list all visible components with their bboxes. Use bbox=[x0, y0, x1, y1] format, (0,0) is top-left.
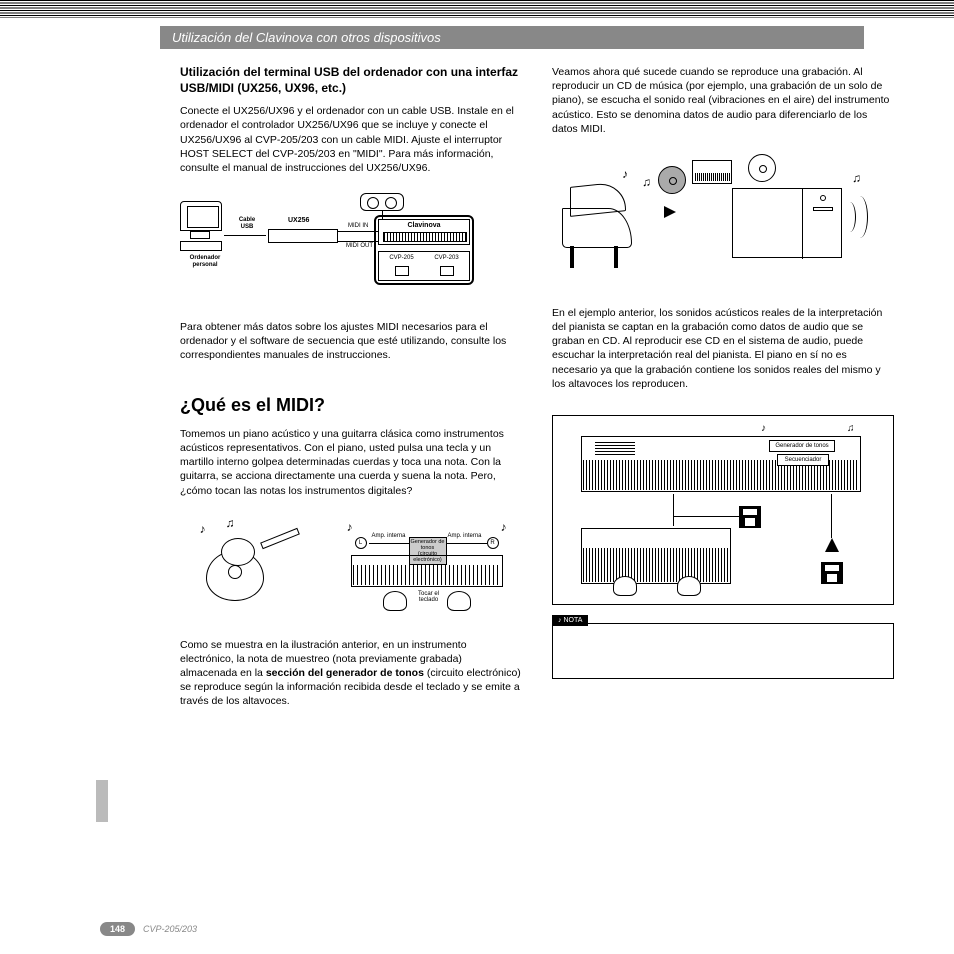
cd-disc-icon-2 bbox=[748, 154, 776, 182]
speaker-controls-icon bbox=[805, 189, 841, 259]
note-icon: ♫ bbox=[642, 174, 651, 190]
left-column: Utilización del terminal USB del ordenad… bbox=[180, 65, 522, 719]
acoustic-vs-digital-diagram: ♪ ♫ ♪ ♪ L R Amp. interna Amp. interna Ge… bbox=[180, 510, 522, 620]
tocar-label: Tocar el teclado bbox=[411, 591, 447, 603]
right-column: Veamos ahora qué sucede cuando se reprod… bbox=[552, 65, 894, 719]
connect-line-h bbox=[673, 516, 739, 517]
midi-paragraph-2: Como se muestra en la ilustración anteri… bbox=[180, 638, 522, 709]
knob-icon bbox=[820, 195, 826, 201]
note-icon: ♫ bbox=[847, 422, 855, 436]
sound-wave-icon bbox=[852, 196, 868, 238]
hand-icon bbox=[677, 576, 701, 596]
top-stripe-decoration bbox=[0, 0, 954, 18]
ux256-box bbox=[268, 229, 338, 243]
midi-out-label: MIDI OUT bbox=[346, 243, 373, 250]
amp-r-label: Amp. interna bbox=[447, 533, 483, 539]
nota-text: NOTA bbox=[563, 617, 582, 624]
note-tab-label: ♪ NOTA bbox=[552, 615, 588, 626]
usb-connection-diagram: Ordenador personal Cable USB UX256 MIDI … bbox=[180, 187, 522, 302]
cvp203-label: CVP-203 bbox=[434, 254, 458, 262]
keyboard-keys-icon bbox=[353, 565, 501, 585]
cable-usb-label: Cable USB bbox=[232, 217, 262, 230]
floppy-icon bbox=[739, 506, 761, 528]
cd-disc-icon bbox=[658, 166, 686, 194]
note-callout-box: ♪ NOTA bbox=[552, 623, 894, 679]
midi-paragraph-1: Tomemos un piano acústico y una guitarra… bbox=[180, 427, 522, 498]
sequencer-label-box: Secuenciador bbox=[777, 454, 829, 467]
piano-body-icon bbox=[562, 208, 632, 248]
p4-b-bold: sección del generador de tonos bbox=[266, 667, 424, 679]
midi-in-label: MIDI IN bbox=[348, 223, 368, 230]
footer-model-label: CVP-205/203 bbox=[143, 924, 197, 934]
piano-leg-icon bbox=[570, 246, 574, 268]
up-arrow-icon bbox=[825, 538, 839, 552]
hand-icon bbox=[383, 591, 407, 611]
section-header-title: Utilización del Clavinova con otros disp… bbox=[172, 30, 441, 45]
midi-cable-2 bbox=[338, 241, 378, 242]
pc-monitor-base bbox=[190, 231, 210, 239]
speaker-body-icon bbox=[733, 189, 803, 259]
grand-piano-icon bbox=[562, 188, 642, 258]
usb-heading: Utilización del terminal USB del ordenad… bbox=[180, 65, 522, 96]
midi-cable-1 bbox=[338, 231, 378, 232]
page-number-badge: 148 bbox=[100, 922, 135, 936]
score-icon bbox=[595, 442, 635, 456]
amp-line-r bbox=[447, 543, 487, 544]
connect-line bbox=[673, 494, 674, 526]
usb-paragraph-1: Conecte el UX256/UX96 y el ordenador con… bbox=[180, 104, 522, 175]
pc-label: Ordenador personal bbox=[180, 255, 230, 268]
hand-icon bbox=[613, 576, 637, 596]
amp-line-l bbox=[369, 543, 409, 544]
note-icon: ♪ bbox=[347, 519, 353, 535]
clavinova-box: Clavinova bbox=[378, 219, 470, 245]
page-content: Utilización del terminal USB del ordenad… bbox=[0, 49, 954, 719]
audio-recording-diagram: ♪ ♫ ♫ bbox=[552, 148, 894, 288]
section-header: Utilización del Clavinova con otros disp… bbox=[160, 26, 864, 49]
speaker-l-icon: L bbox=[355, 537, 367, 549]
digital-playback-diagram: Generador de tonos Secuenciador ♪ ♫ bbox=[552, 415, 894, 605]
note-icon: ♪ bbox=[761, 422, 766, 436]
usb-paragraph-2: Para obtener más datos sobre los ajustes… bbox=[180, 320, 522, 363]
model-selector-box: CVP-205 CVP-203 bbox=[378, 251, 470, 281]
pc-keyboard-icon bbox=[180, 241, 222, 251]
note-icon: ♪ bbox=[622, 166, 628, 182]
arrow-right-icon bbox=[664, 206, 676, 218]
piano-leg-icon bbox=[614, 246, 618, 268]
note-icon: ♫ bbox=[226, 515, 235, 531]
ux256-label: UX256 bbox=[288, 217, 309, 225]
speaker-system-icon bbox=[732, 188, 842, 258]
guitar-hole-icon bbox=[228, 565, 242, 579]
midi-heading: ¿Qué es el MIDI? bbox=[180, 393, 522, 417]
amp-l-label: Amp. interna bbox=[371, 533, 407, 539]
audio-paragraph-1: Veamos ahora qué sucede cuando se reprod… bbox=[552, 65, 894, 136]
note-icon: ♪ bbox=[200, 521, 206, 537]
guitar-illustration: ♪ ♫ bbox=[196, 515, 316, 615]
audio-paragraph-2: En el ejemplo anterior, los sonidos acús… bbox=[552, 306, 894, 391]
midi-ports-icon bbox=[360, 193, 404, 211]
note-icon: ♪ bbox=[501, 519, 507, 535]
usb-cable-line bbox=[224, 235, 266, 236]
mini-piano-icon bbox=[692, 160, 732, 184]
clavinova-label: Clavinova bbox=[379, 221, 469, 230]
clavinova-keys-icon bbox=[383, 232, 467, 242]
note-icon: ♫ bbox=[852, 170, 861, 186]
speaker-r-icon: R bbox=[487, 537, 499, 549]
tone-gen-label-box: Generador de tonos bbox=[769, 440, 835, 453]
switch-icon-2 bbox=[440, 266, 454, 276]
page-footer: 148 CVP-205/203 bbox=[100, 922, 894, 936]
cvp205-label: CVP-205 bbox=[389, 254, 413, 262]
slot-icon bbox=[813, 207, 833, 211]
hand-icon bbox=[447, 591, 471, 611]
up-line bbox=[831, 494, 832, 538]
bottom-keyboard-keys bbox=[583, 548, 729, 582]
guitar-neck-icon bbox=[260, 527, 300, 548]
digital-keyboard-illustration: ♪ ♪ L R Amp. interna Amp. interna Genera… bbox=[347, 515, 507, 615]
pc-monitor-icon bbox=[180, 201, 222, 231]
switch-icon-1 bbox=[395, 266, 409, 276]
side-index-tab bbox=[96, 780, 108, 822]
floppy-icon-2 bbox=[821, 562, 843, 584]
